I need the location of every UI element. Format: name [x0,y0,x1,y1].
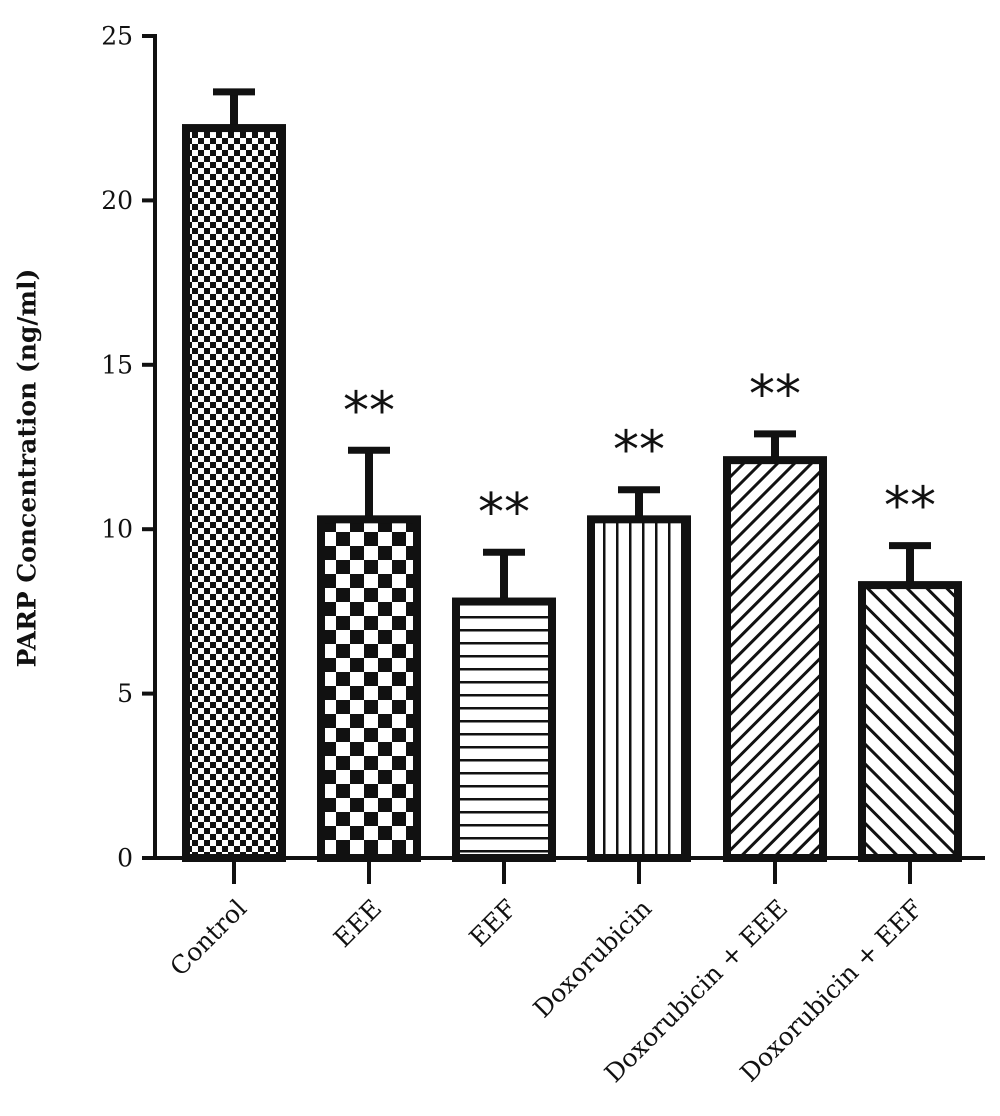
significance-label: ** [613,421,665,481]
bar [317,515,421,862]
x-category-label: EEE [328,894,387,953]
y-tick-label: 15 [101,350,133,379]
bar [587,515,691,862]
bars: ** ** ** ** ** [182,88,962,862]
significance-label: ** [884,477,936,537]
significance-label: ** [478,483,530,543]
y-tick-label: 25 [101,22,133,51]
y-axis: 0 5 10 15 20 25 [101,22,157,873]
bar [858,581,962,862]
x-category-label: Doxorubicin [528,894,658,1024]
bar [723,456,827,862]
x-category-label: EEF [464,894,523,953]
y-tick-label: 10 [101,515,133,544]
significance-label: ** [749,365,801,425]
y-tick-label: 20 [101,186,133,215]
y-tick-label: 0 [117,844,133,873]
bar [182,124,286,862]
significance-label: ** [343,381,395,441]
y-tick-label: 5 [117,679,133,708]
bar [452,597,556,862]
x-category-label: Control [164,894,252,982]
y-axis-title: PARP Concentration (ng/ml) [13,269,42,668]
